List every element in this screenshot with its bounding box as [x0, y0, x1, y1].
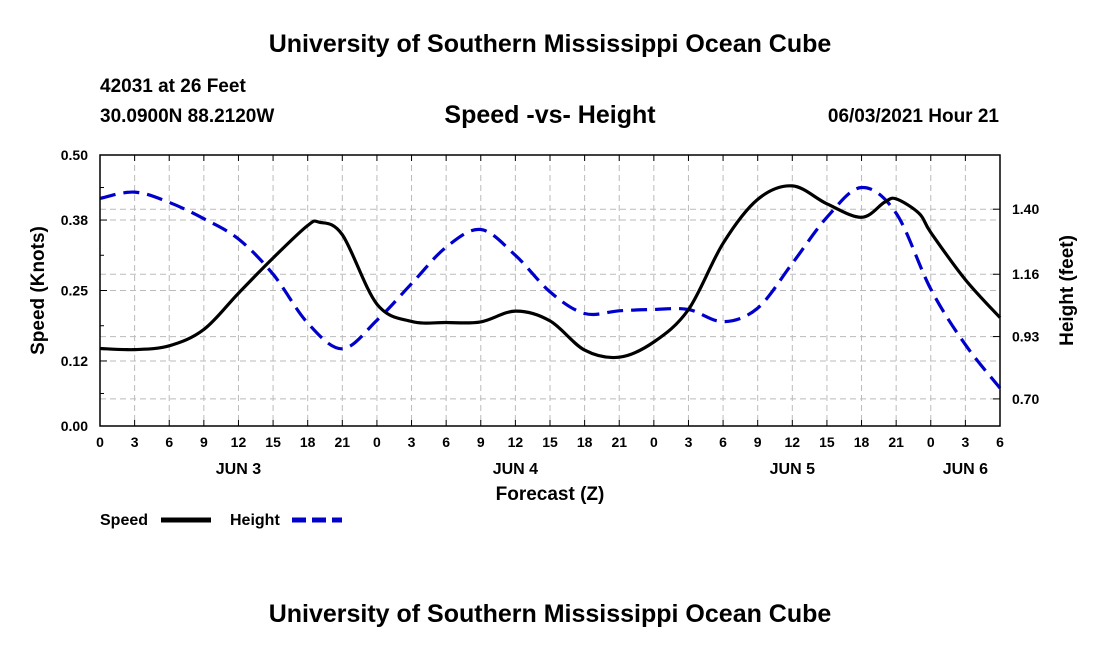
- x-tick-label: 3: [131, 434, 139, 450]
- x-tick-label: 3: [961, 434, 969, 450]
- axes: 0 3 6 9 12 15 18 21 0 3 6 9 12 15 18 21 0 3 6 9 12 15 18 21 0 3 6J…: [28, 147, 1078, 505]
- x-tick-label: 6: [165, 434, 173, 450]
- y-tick-label: 0.25: [61, 283, 88, 299]
- y2-tick-label: 0.93: [1012, 329, 1039, 345]
- x-tick-label: 18: [577, 434, 593, 450]
- legend: Speed Height: [100, 512, 342, 529]
- day-label: JUN 6: [943, 461, 988, 478]
- x-tick-label: 15: [819, 434, 835, 450]
- y-axis-title: Speed (Knots): [28, 226, 49, 355]
- x-tick-label: 9: [200, 434, 208, 450]
- y-tick-label: 0.00: [61, 418, 88, 434]
- legend-height-label: Height: [230, 512, 280, 529]
- x-tick-label: 9: [754, 434, 762, 450]
- coordinates-label: 30.0900N 88.2120W: [100, 106, 275, 127]
- x-tick-label: 6: [442, 434, 450, 450]
- x-tick-label: 0: [96, 434, 104, 450]
- legend-speed-label: Speed: [100, 512, 148, 529]
- day-label: JUN 5: [770, 461, 815, 478]
- y-tick-label: 0.12: [61, 353, 88, 369]
- y2-tick-label: 1.40: [1012, 201, 1039, 217]
- y2-tick-label: 1.16: [1012, 266, 1039, 282]
- y-tick-label: 0.50: [61, 147, 88, 163]
- x-tick-label: 12: [508, 434, 524, 450]
- station-label: 42031 at 26 Feet: [100, 76, 246, 97]
- x-tick-label: 21: [888, 434, 904, 450]
- x-tick-label: 0: [650, 434, 658, 450]
- day-label: JUN 4: [493, 461, 538, 478]
- x-tick-label: 0: [373, 434, 381, 450]
- x-tick-label: 18: [300, 434, 316, 450]
- x-tick-label: 3: [408, 434, 416, 450]
- footer-title: University of Southern Mississippi Ocean…: [268, 600, 832, 628]
- x-tick-label: 18: [854, 434, 870, 450]
- x-tick-label: 15: [542, 434, 558, 450]
- x-tick-label: 3: [685, 434, 693, 450]
- y-tick-label: 0.38: [61, 212, 88, 228]
- x-tick-label: 6: [996, 434, 1004, 450]
- y2-axis-title: Height (feet): [1057, 235, 1078, 346]
- x-tick-label: 15: [265, 434, 281, 450]
- x-tick-label: 9: [477, 434, 485, 450]
- height-series-line: [99, 185, 1002, 390]
- series-layer: [99, 184, 1002, 390]
- x-axis-title: Forecast (Z): [496, 484, 605, 505]
- x-tick-label: 6: [719, 434, 727, 450]
- speed-series-line: [99, 184, 1002, 360]
- chart-title: Speed -vs- Height: [444, 101, 656, 129]
- x-tick-label: 21: [335, 434, 351, 450]
- date-label: 06/03/2021 Hour 21: [827, 106, 999, 127]
- day-label: JUN 3: [216, 461, 261, 478]
- x-tick-label: 12: [785, 434, 801, 450]
- main-title: University of Southern Mississippi Ocean…: [268, 30, 832, 58]
- x-tick-label: 0: [927, 434, 935, 450]
- x-tick-label: 12: [231, 434, 247, 450]
- y2-tick-label: 0.70: [1012, 391, 1039, 407]
- x-tick-label: 21: [611, 434, 627, 450]
- grid-lines: [100, 155, 1000, 426]
